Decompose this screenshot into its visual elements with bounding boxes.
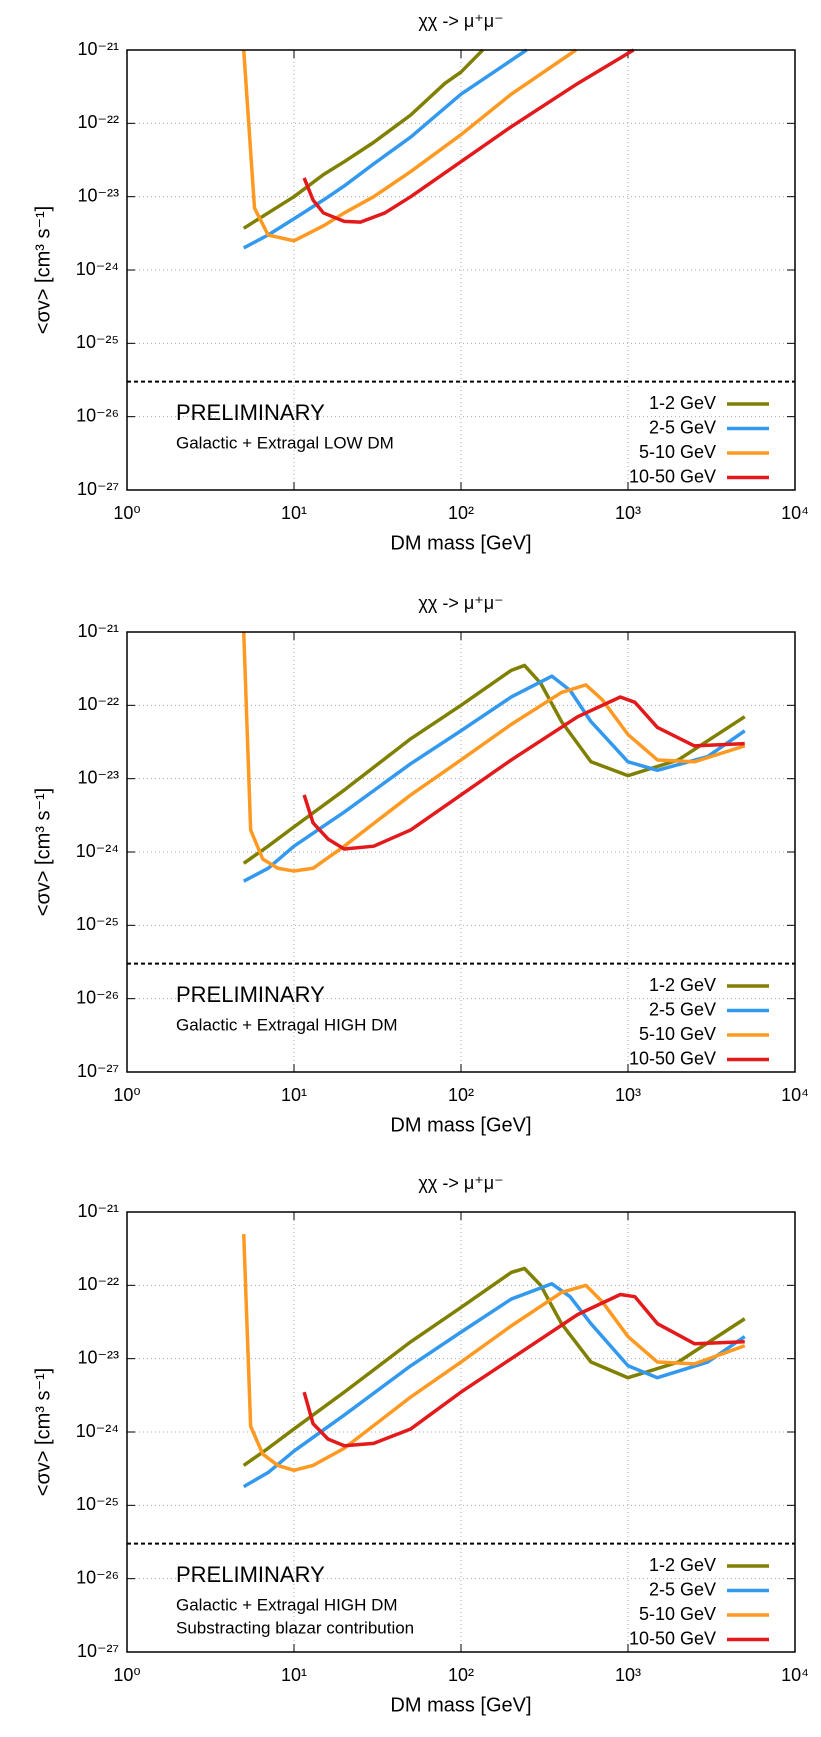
series-line: [242, 1266, 746, 1467]
x-axis-label: DM mass [GeV]: [390, 1114, 531, 1136]
legend-label: 1-2 GeV: [649, 393, 716, 413]
series-line: [242, 663, 746, 865]
panel: χχ -> μ⁺μ⁻ 10⁰ 10¹ 10² 10³ 10⁴ 10⁻²⁷ 10⁻²⁶ 10⁻²⁵…: [32, 1173, 809, 1717]
x-tick-label: 10⁰: [113, 1085, 140, 1105]
y-tick-label: 10⁻²⁴: [76, 259, 119, 279]
y-tick-label: 10⁻²²: [77, 1274, 119, 1294]
annotation: Galactic + Extragal HIGH DM: [176, 1015, 398, 1034]
y-tick-label: 10⁻²¹: [77, 621, 119, 641]
legend-label: 10-50 GeV: [629, 1048, 716, 1068]
y-tick-label: 10⁻²³: [77, 185, 119, 205]
chart-title: χχ -> μ⁺μ⁻: [418, 11, 503, 31]
annotation: Galactic + Extragal LOW DM: [176, 433, 394, 452]
plot-frame: [126, 631, 796, 1073]
y-tick-label: 10⁻²²: [77, 112, 119, 132]
series-line: [302, 1292, 745, 1448]
x-tick-label: 10²: [448, 1665, 474, 1685]
legend-label: 1-2 GeV: [649, 1555, 716, 1575]
series-line: [242, 674, 746, 883]
x-tick-label: 10²: [448, 1085, 474, 1105]
legend-label: 10-50 GeV: [629, 466, 716, 486]
annotation: Galactic + Extragal HIGH DM: [176, 1595, 398, 1614]
series-line: [242, 1282, 746, 1489]
x-tick-label: 10³: [615, 503, 641, 523]
y-tick-label: 10⁻²⁵: [76, 1494, 119, 1514]
chart-title: χχ -> μ⁺μ⁻: [418, 1173, 503, 1193]
plot-frame: [126, 1211, 796, 1653]
y-tick-label: 10⁻²⁵: [76, 332, 119, 352]
y-tick-label: 10⁻²¹: [77, 1201, 119, 1221]
y-tick-label: 10⁻²³: [77, 1347, 119, 1367]
x-tick-label: 10⁰: [113, 503, 140, 523]
x-tick-label: 10⁴: [781, 503, 809, 523]
panel: χχ -> μ⁺μ⁻ 10⁰ 10¹ 10² 10³ 10⁴ 10⁻²⁷ 10⁻²⁶ 10⁻²⁵…: [32, 11, 809, 555]
y-tick-label: 10⁻²⁶: [76, 987, 119, 1007]
annotation: PRELIMINARY: [176, 1562, 325, 1587]
legend-label: 2-5 GeV: [649, 999, 716, 1019]
series-line: [302, 48, 635, 224]
series-line: [242, 48, 485, 230]
y-tick-label: 10⁻²³: [77, 767, 119, 787]
x-tick-label: 10³: [615, 1665, 641, 1685]
series-line: [241, 1234, 746, 1473]
series-line: [241, 48, 577, 243]
x-tick-label: 10⁰: [113, 1665, 140, 1685]
legend-label: 2-5 GeV: [649, 1579, 716, 1599]
legend-label: 2-5 GeV: [649, 417, 716, 437]
y-axis-label: <σv> [cm³ s⁻¹]: [32, 1368, 54, 1496]
y-tick-label: 10⁻²⁴: [76, 1421, 119, 1441]
x-tick-label: 10²: [448, 503, 474, 523]
legend-label: 5-10 GeV: [639, 442, 716, 462]
legend-label: 5-10 GeV: [639, 1604, 716, 1624]
y-tick-label: 10⁻²⁶: [76, 1567, 119, 1587]
y-tick-label: 10⁻²⁵: [76, 914, 119, 934]
y-tick-label: 10⁻²⁶: [76, 405, 119, 425]
x-tick-label: 10¹: [281, 1085, 307, 1105]
x-tick-label: 10³: [615, 1085, 641, 1105]
legend-label: 1-2 GeV: [649, 975, 716, 995]
x-axis-label: DM mass [GeV]: [390, 532, 531, 554]
legend-label: 10-50 GeV: [629, 1628, 716, 1648]
series-line: [242, 48, 528, 250]
y-tick-label: 10⁻²⁴: [76, 841, 119, 861]
panel: χχ -> μ⁺μ⁻ 10⁰ 10¹ 10² 10³ 10⁴ 10⁻²⁷ 10⁻²⁶ 10⁻²⁵…: [32, 593, 809, 1137]
y-tick-label: 10⁻²²: [77, 694, 119, 714]
x-tick-label: 10¹: [281, 1665, 307, 1685]
series-line: [241, 631, 746, 873]
y-tick-label: 10⁻²⁷: [77, 1641, 119, 1661]
y-tick-label: 10⁻²⁷: [77, 1061, 119, 1081]
y-axis-label: <σv> [cm³ s⁻¹]: [32, 206, 54, 334]
annotation: PRELIMINARY: [176, 400, 325, 425]
annotation: PRELIMINARY: [176, 982, 325, 1007]
chart-title: χχ -> μ⁺μ⁻: [418, 593, 503, 613]
legend-label: 5-10 GeV: [639, 1024, 716, 1044]
x-tick-label: 10¹: [281, 503, 307, 523]
x-axis-label: DM mass [GeV]: [390, 1694, 531, 1716]
x-tick-label: 10⁴: [781, 1665, 809, 1685]
plot-frame: [126, 49, 796, 491]
y-tick-label: 10⁻²¹: [77, 39, 119, 59]
y-tick-label: 10⁻²⁷: [77, 479, 119, 499]
annotation: Substracting blazar contribution: [176, 1618, 414, 1637]
x-tick-label: 10⁴: [781, 1085, 809, 1105]
y-axis-label: <σv> [cm³ s⁻¹]: [32, 788, 54, 916]
series-line: [302, 695, 745, 851]
